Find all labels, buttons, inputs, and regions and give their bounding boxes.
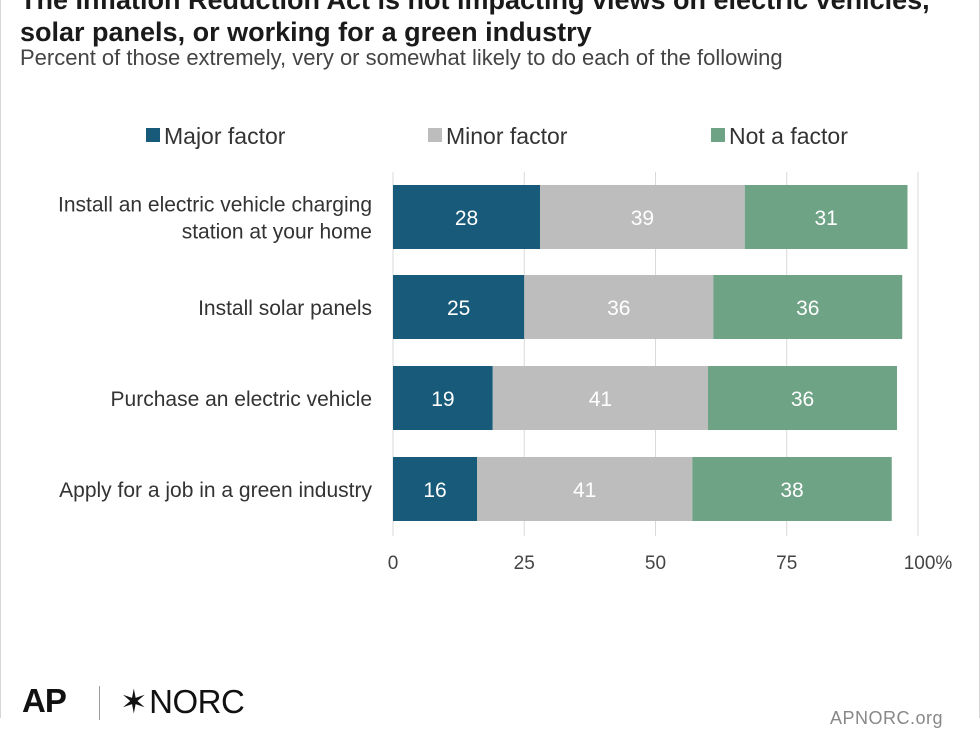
data-label: 28	[455, 207, 478, 230]
legend-label: Minor factor	[446, 123, 568, 149]
legend-swatch	[428, 128, 442, 142]
data-label: 25	[447, 297, 470, 320]
legend-swatch	[711, 128, 725, 142]
data-label: 41	[573, 479, 596, 502]
data-label: 38	[780, 479, 803, 502]
bar-segment	[692, 457, 892, 521]
bar-segment	[393, 457, 477, 521]
data-label: 41	[589, 388, 612, 411]
x-tick-label: 0	[388, 553, 399, 574]
legend-label: Not a factor	[729, 123, 848, 149]
bar-segment	[477, 457, 693, 521]
category-label: Install an electric vehicle charging	[58, 194, 372, 217]
bar-segment	[393, 185, 540, 249]
x-tick-label: 50	[645, 553, 666, 574]
bar-segment	[492, 366, 708, 430]
category-label: Install solar panels	[198, 297, 372, 320]
data-label: 31	[814, 207, 837, 230]
chart-title: The Inflation Reduction Act is not impac…	[20, 0, 930, 47]
x-tick-label: 25	[514, 553, 535, 574]
category-label: Purchase an electric vehicle	[111, 388, 372, 411]
norc-logo: ✶NORC	[120, 682, 245, 721]
category-label: station at your home	[182, 221, 372, 244]
x-tick-label: 100%	[904, 553, 953, 574]
norc-logo-text: NORC	[149, 683, 245, 720]
data-label: 19	[431, 388, 454, 411]
bar-segment	[393, 366, 493, 430]
data-label: 36	[791, 388, 814, 411]
logo-separator	[99, 686, 100, 720]
footer-url: APNORC.org	[830, 708, 944, 728]
bar-segment	[708, 366, 897, 430]
legend-swatch	[146, 128, 160, 142]
chart-subtitle: Percent of those extremely, very or some…	[20, 45, 783, 70]
bar-segment	[744, 185, 908, 249]
data-label: 36	[607, 297, 630, 320]
x-tick-label: 75	[776, 553, 797, 574]
ap-logo: AP	[22, 682, 67, 719]
norc-star-icon: ✶	[120, 683, 148, 720]
data-label: 36	[796, 297, 819, 320]
bar-segment	[393, 275, 525, 339]
category-label: Apply for a job in a green industry	[59, 479, 372, 502]
data-label: 39	[631, 207, 654, 230]
data-label: 16	[423, 479, 446, 502]
bar-segment	[524, 275, 714, 339]
bar-segment	[540, 185, 745, 249]
legend-label: Major factor	[164, 123, 286, 149]
bar-segment	[713, 275, 903, 339]
